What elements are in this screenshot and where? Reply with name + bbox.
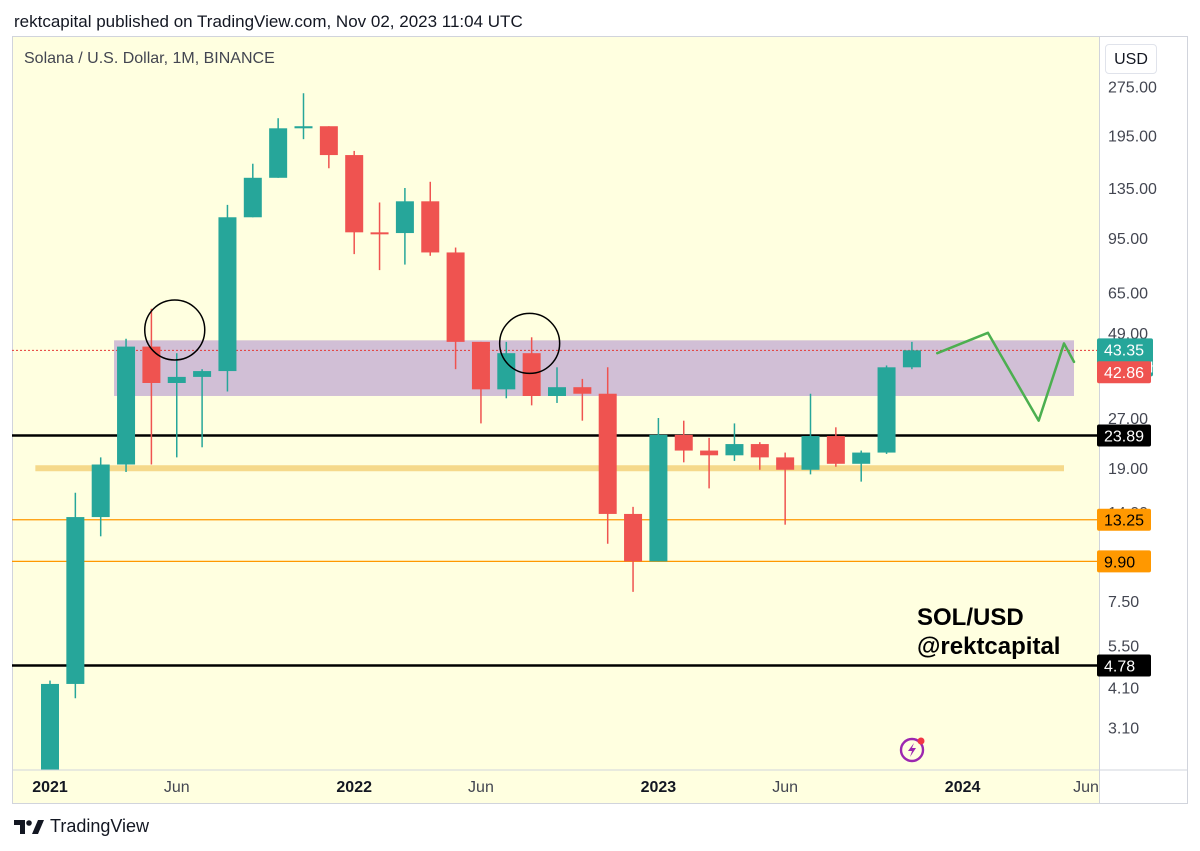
tradingview-logo-icon[interactable] — [14, 819, 44, 835]
candle-body — [66, 517, 85, 684]
x-tick-label: Jun — [468, 779, 494, 796]
candle-body — [41, 683, 59, 770]
footer: TradingView — [14, 816, 149, 837]
candle-body — [395, 201, 414, 234]
y-tick-label: 19.00 — [1108, 461, 1148, 478]
candle-body — [117, 346, 136, 465]
candle-body — [193, 371, 212, 377]
y-tick-label: 65.00 — [1108, 285, 1148, 302]
watermark-symbol: SOL/USD — [917, 604, 1024, 631]
candle-body — [801, 436, 820, 470]
x-tick-label: Jun — [164, 779, 190, 796]
candle-body — [776, 457, 795, 470]
y-tick-label: 195.00 — [1108, 128, 1157, 145]
highlight-circle — [498, 312, 561, 375]
y-tick-label: 7.50 — [1108, 594, 1139, 611]
y-tick-label: 135.00 — [1108, 181, 1157, 198]
candle-body — [624, 513, 643, 562]
watermark: SOL/USD @rektcapital — [917, 603, 1060, 661]
price-label-bg — [1097, 654, 1151, 677]
price-label-bg — [1097, 361, 1151, 384]
x-tick-label: 2024 — [945, 779, 981, 796]
support-band — [35, 465, 1065, 472]
watermark-author: @rektcapital — [917, 633, 1061, 660]
candle-body — [446, 252, 465, 342]
candle-body — [269, 128, 288, 178]
candle-body — [826, 436, 845, 464]
y-tick-label: 95.00 — [1108, 231, 1148, 248]
candle-body — [218, 217, 237, 372]
candle-body — [471, 341, 490, 390]
resistance-zone — [114, 340, 1075, 396]
symbol-title: Solana / U.S. Dollar, 1M, BINANCE — [24, 50, 275, 67]
publish-header: rektcapital published on TradingView.com… — [14, 12, 523, 31]
x-tick-label: Jun — [772, 779, 798, 796]
y-tick-label: 3.10 — [1108, 720, 1139, 737]
candle-body — [167, 376, 186, 383]
candle-body — [91, 464, 110, 518]
candle-body — [421, 201, 440, 253]
highlight-circle — [144, 299, 206, 361]
candle-body — [877, 367, 896, 453]
candle-body — [573, 387, 592, 394]
candle-body — [319, 126, 338, 156]
price-label: 43.35 — [1104, 342, 1144, 359]
y-tick-label: 4.10 — [1108, 680, 1139, 697]
candle-body — [142, 346, 161, 383]
currency-button[interactable]: USD — [1105, 44, 1157, 74]
candle-body — [649, 434, 668, 562]
price-label: 42.86 — [1104, 365, 1144, 382]
price-label: 9.90 — [1104, 554, 1135, 571]
lightning-bolt-icon[interactable] — [898, 734, 928, 764]
candle-body — [548, 387, 566, 396]
price-label: 23.89 — [1104, 429, 1144, 446]
candle-body — [700, 450, 719, 456]
chart-pane[interactable] — [12, 36, 1100, 804]
projection-path — [936, 331, 1076, 422]
y-tick-label: 27.00 — [1108, 411, 1148, 428]
candle-body — [674, 434, 693, 451]
price-label: 13.25 — [1104, 513, 1144, 530]
price-label-bg — [1097, 550, 1151, 573]
candle-body — [243, 177, 262, 218]
candle-body — [725, 444, 744, 456]
candle-body — [497, 353, 516, 390]
candle-body — [345, 155, 364, 233]
candle-body — [522, 353, 541, 396]
price-label-bg — [1097, 424, 1151, 447]
candle-body — [370, 232, 389, 235]
candle-body — [598, 393, 617, 514]
x-tick-label: 2021 — [32, 779, 68, 796]
candle-body — [852, 452, 871, 464]
y-tick-label: 275.00 — [1108, 79, 1157, 96]
candle-body — [750, 444, 769, 458]
y-tick-label: 5.50 — [1108, 638, 1139, 655]
candle-body — [294, 126, 313, 129]
x-tick-label: Jun — [1073, 779, 1099, 796]
price-label: 4.78 — [1104, 658, 1135, 675]
candle-body — [902, 350, 921, 368]
footer-brand: TradingView — [50, 816, 150, 836]
x-tick-label: 2023 — [641, 779, 677, 796]
x-tick-label: 2022 — [336, 779, 372, 796]
price-label-bg — [1097, 508, 1151, 531]
